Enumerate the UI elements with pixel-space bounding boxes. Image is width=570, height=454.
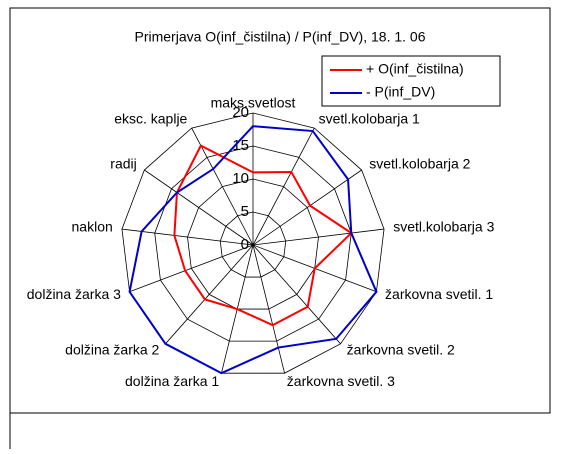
category-label: svetl.kolobarja 2 xyxy=(369,155,470,171)
spoke xyxy=(252,244,341,345)
series-line xyxy=(128,125,378,375)
category-label: žarkovna svetil. 1 xyxy=(385,286,493,302)
grid-ring xyxy=(187,178,319,310)
category-label: dolžina žarka 3 xyxy=(27,286,121,302)
category-label: žarkovna svetil. 3 xyxy=(287,373,395,389)
category-label: svetl.kolobarja 1 xyxy=(319,111,420,127)
grid-ring xyxy=(121,112,385,374)
series-line xyxy=(173,144,353,327)
spoke xyxy=(165,244,254,345)
spoke xyxy=(252,127,315,246)
chart-border xyxy=(9,7,551,414)
chart-title: Primerjava O(inf_čistilna) / P(inf_DV), … xyxy=(135,29,426,45)
category-label: dolžina žarka 1 xyxy=(125,373,219,389)
category-label: maks.svetlost xyxy=(211,94,296,110)
legend-label: - P(inf_DV) xyxy=(366,84,435,100)
spoke xyxy=(129,244,254,293)
spoke xyxy=(252,169,362,246)
spoke xyxy=(121,228,254,246)
category-label: naklon xyxy=(72,219,113,235)
legend-box xyxy=(321,55,501,107)
r-tick-label: 10 xyxy=(232,170,249,187)
grid-ring xyxy=(154,145,352,342)
grid-ring xyxy=(219,211,287,278)
legend-label: + O(inf_čistilna) xyxy=(366,61,464,77)
category-label: eksc. kaplje xyxy=(114,111,187,127)
spoke xyxy=(144,169,254,246)
r-tick-label: 0 xyxy=(241,236,249,253)
category-label: radij xyxy=(110,155,136,171)
category-label: žarkovna svetil. 2 xyxy=(347,341,455,357)
category-label: dolžina žarka 2 xyxy=(65,341,159,357)
r-tick-label: 5 xyxy=(241,203,249,220)
category-label: svetl.kolobarja 3 xyxy=(393,219,494,235)
spoke xyxy=(252,244,285,374)
r-tick-label: 15 xyxy=(232,137,249,154)
r-tick-label: 20 xyxy=(232,104,249,121)
spoke xyxy=(191,127,254,246)
spoke xyxy=(252,228,385,246)
